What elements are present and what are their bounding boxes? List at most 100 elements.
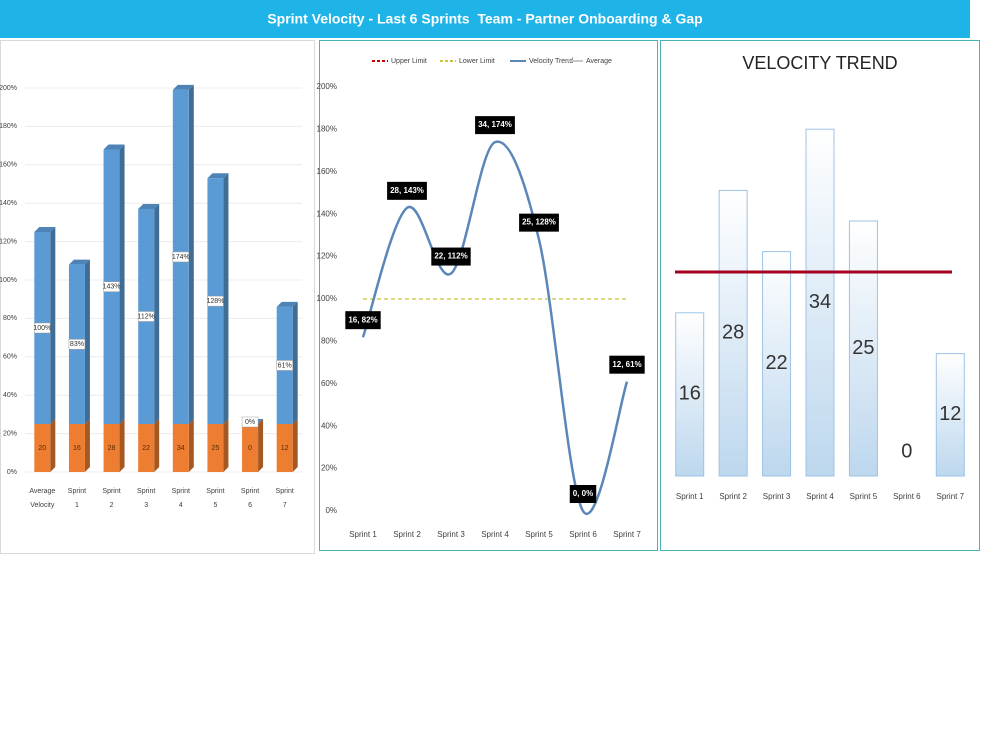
label-box bbox=[387, 181, 427, 200]
data-label: 16 bbox=[679, 383, 701, 405]
y-tick-label: 140% bbox=[0, 200, 17, 207]
x-tick-label: Sprint 4 bbox=[806, 492, 834, 501]
bar bbox=[68, 424, 85, 472]
data-label: 0 bbox=[248, 445, 252, 452]
bar bbox=[762, 251, 792, 477]
series-line bbox=[361, 140, 629, 516]
x-tick-label: Sprint 4 bbox=[481, 530, 509, 539]
bar-side bbox=[119, 419, 125, 472]
bar-side bbox=[119, 144, 125, 424]
x-tick-label: Sprint 3 bbox=[763, 492, 791, 501]
bar-top bbox=[68, 259, 90, 265]
x-tick-label: Sprint 3 bbox=[437, 530, 465, 539]
label-box bbox=[207, 295, 224, 307]
bar-side bbox=[188, 84, 194, 425]
title-bar bbox=[0, 0, 970, 38]
y-tick-label: 200% bbox=[0, 85, 17, 92]
x-tick-label: Sprint 1 bbox=[349, 530, 377, 539]
label-box bbox=[431, 247, 471, 266]
y-tick-label: 140% bbox=[317, 209, 337, 218]
x-tick-label: Sprint 7 bbox=[936, 492, 964, 501]
data-label: 34, 174% bbox=[478, 120, 512, 129]
legend-label: Lower Limit bbox=[459, 58, 495, 65]
data-label: 143% bbox=[103, 284, 121, 291]
bar-side bbox=[50, 419, 56, 472]
x-tick-label: Sprint 7 bbox=[613, 530, 641, 539]
label-box bbox=[519, 213, 559, 232]
x-tick-label: Sprint 6 bbox=[569, 530, 597, 539]
y-tick-label: 80% bbox=[3, 315, 17, 322]
bar bbox=[848, 220, 878, 477]
x-tick-label: Sprint 6 bbox=[893, 492, 921, 501]
bar bbox=[34, 424, 51, 472]
x-tick-label: Sprint 5 bbox=[850, 492, 878, 501]
bar-side bbox=[258, 419, 264, 472]
bar-top bbox=[103, 144, 125, 150]
bar bbox=[207, 424, 224, 472]
y-tick-label: 80% bbox=[321, 337, 337, 346]
y-tick-label: 100% bbox=[317, 294, 337, 303]
x-tick-label: Sprint 1 bbox=[676, 492, 704, 501]
x-tick-label: Sprint 5 bbox=[525, 530, 553, 539]
bar bbox=[718, 189, 748, 477]
label-box bbox=[34, 322, 51, 334]
bar-top bbox=[34, 227, 56, 232]
x-tick-label: Sprint 2 bbox=[719, 492, 747, 501]
x-tick-label: Sprint 6 bbox=[241, 488, 259, 509]
bar-top bbox=[276, 301, 298, 307]
y-tick-label: 100% bbox=[0, 277, 17, 284]
data-label: 22, 112% bbox=[434, 252, 467, 261]
y-tick-label: 0% bbox=[325, 506, 337, 515]
data-label: 28 bbox=[722, 321, 744, 343]
bar bbox=[172, 424, 189, 472]
data-label: 22 bbox=[765, 352, 787, 374]
data-label: 20 bbox=[38, 445, 46, 452]
bar-side bbox=[84, 259, 90, 424]
bar bbox=[103, 424, 120, 472]
y-tick-label: 40% bbox=[321, 421, 337, 430]
data-label: 25, 128% bbox=[522, 218, 556, 227]
bar-side bbox=[154, 419, 160, 472]
bar-side bbox=[154, 203, 160, 424]
data-label: 28, 143% bbox=[390, 186, 424, 195]
bar bbox=[935, 353, 965, 477]
y-tick-label: 60% bbox=[321, 379, 337, 388]
label-box bbox=[241, 416, 259, 428]
bar bbox=[675, 312, 705, 477]
y-tick-label: 120% bbox=[317, 252, 337, 261]
panel-3 bbox=[660, 40, 980, 551]
panel-1 bbox=[0, 40, 315, 554]
y-tick-label: 180% bbox=[0, 123, 17, 130]
bar-side bbox=[50, 227, 56, 424]
data-label: 128% bbox=[206, 298, 224, 305]
bar-top bbox=[207, 173, 229, 179]
label-box bbox=[345, 311, 381, 330]
bar-side bbox=[223, 419, 229, 472]
data-label: 0, 0% bbox=[573, 489, 593, 498]
bar-side bbox=[223, 173, 229, 424]
x-tick-label: Sprint 2 bbox=[393, 530, 421, 539]
y-tick-label: 40% bbox=[3, 392, 17, 399]
y-tick-label: 200% bbox=[317, 82, 337, 91]
label-box bbox=[569, 485, 597, 503]
bar-side bbox=[84, 419, 90, 472]
y-tick-label: 180% bbox=[317, 125, 337, 134]
label-box bbox=[609, 355, 645, 374]
bar-side bbox=[292, 301, 298, 424]
label-box bbox=[137, 311, 155, 322]
bar-side bbox=[292, 419, 298, 472]
bar bbox=[276, 424, 293, 472]
data-label: 112% bbox=[137, 313, 154, 320]
dashboard-title: Sprint Velocity - Last 6 Sprints Team - … bbox=[267, 11, 702, 27]
legend-label: Upper Limit bbox=[391, 58, 427, 65]
chart-title: VELOCITY TREND bbox=[742, 53, 897, 73]
label-box bbox=[475, 116, 515, 135]
bar bbox=[138, 424, 155, 472]
x-tick-label: Sprint 7 bbox=[276, 488, 294, 509]
data-label: 12, 61% bbox=[612, 360, 641, 369]
data-label: 100% bbox=[33, 325, 51, 332]
x-tick-label: Average Velocity bbox=[29, 488, 55, 509]
x-tick-label: Sprint 3 bbox=[137, 488, 155, 509]
legend-label: Average bbox=[586, 58, 612, 65]
y-tick-label: 120% bbox=[0, 238, 17, 245]
